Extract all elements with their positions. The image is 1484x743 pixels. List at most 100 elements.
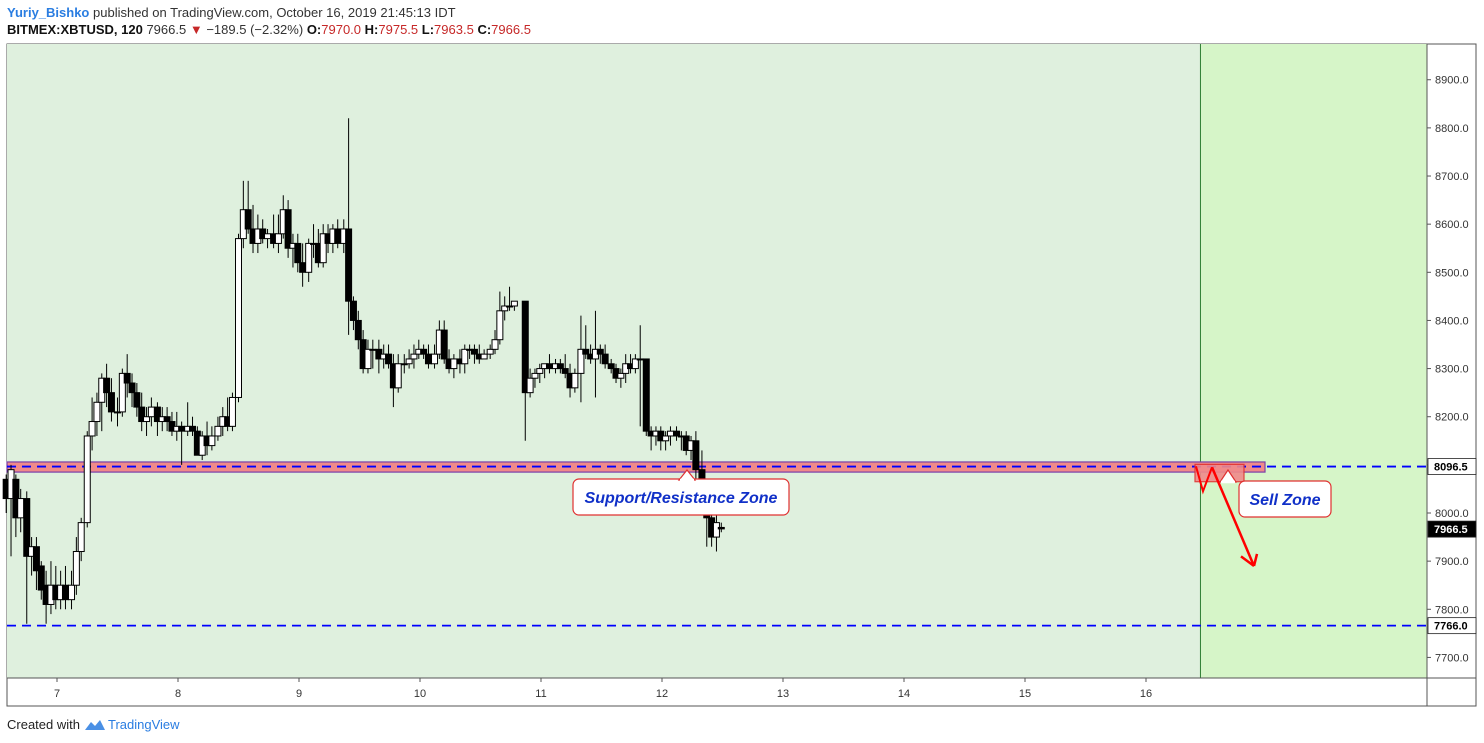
sell-zone-callout: Sell Zone xyxy=(1218,468,1332,518)
candle xyxy=(601,344,609,369)
y-tick-label: 8700.0 xyxy=(1435,171,1469,183)
current-price-label: 7966.5 xyxy=(1434,524,1468,536)
candle-body xyxy=(673,430,681,437)
candle-body xyxy=(189,425,197,432)
high-label: H: xyxy=(364,22,379,37)
y-tick-label: 8900.0 xyxy=(1435,75,1469,87)
candle-body xyxy=(235,238,242,398)
candle-body xyxy=(424,353,432,365)
candle xyxy=(440,320,448,364)
candle-body xyxy=(72,551,80,586)
candle xyxy=(561,354,569,379)
candle-body xyxy=(138,406,146,423)
candle-body xyxy=(128,382,136,394)
close-label: C: xyxy=(477,22,492,37)
x-tick-label: 13 xyxy=(777,688,789,700)
candle xyxy=(521,300,529,441)
sell-arrow-head xyxy=(1240,553,1259,567)
low-label: L: xyxy=(421,22,435,37)
candle-body xyxy=(23,498,31,557)
candle-body xyxy=(692,440,700,471)
candle-body xyxy=(319,233,327,264)
candle-body xyxy=(228,396,236,427)
candle-body xyxy=(107,392,115,413)
candle xyxy=(617,368,625,388)
candle-body xyxy=(93,401,101,423)
candle xyxy=(556,358,564,374)
candle-body xyxy=(32,546,40,572)
candle xyxy=(123,354,131,398)
candle-body xyxy=(545,363,553,370)
candle-body xyxy=(431,353,439,365)
candle-body xyxy=(531,372,539,379)
symbol-label: BITMEX:XBTUSD, 120 xyxy=(7,22,143,37)
candle-body xyxy=(642,358,650,432)
candle xyxy=(526,368,534,398)
candle-body xyxy=(354,319,362,341)
y-tick-label: 7900.0 xyxy=(1435,556,1469,568)
candle xyxy=(491,330,499,355)
candle xyxy=(32,537,40,591)
candle xyxy=(153,402,161,436)
candle xyxy=(77,517,85,562)
candle xyxy=(531,368,539,388)
candle-body xyxy=(480,353,488,360)
open-label: O: xyxy=(306,22,322,37)
candle xyxy=(345,118,353,335)
candle-body xyxy=(450,358,458,370)
candle-body xyxy=(496,310,504,341)
candle xyxy=(717,522,725,533)
candle-body xyxy=(178,425,186,432)
candle xyxy=(143,407,151,436)
sell-zone-callout-box xyxy=(1238,480,1332,518)
candle-body xyxy=(147,406,155,418)
candle-body xyxy=(305,242,313,273)
candle xyxy=(23,491,31,624)
candle-body xyxy=(349,300,357,321)
candle-body xyxy=(61,584,69,601)
resistance-price-label: 8096.5 xyxy=(1434,462,1468,474)
y-tick-label: 8000.0 xyxy=(1435,508,1469,520)
candle-body xyxy=(440,329,448,360)
candle xyxy=(83,431,91,528)
candle xyxy=(284,200,292,258)
candle-body xyxy=(491,339,499,350)
candle-body xyxy=(37,565,45,591)
candle xyxy=(294,233,302,273)
candle-body xyxy=(510,300,518,307)
candle-body xyxy=(601,353,609,365)
candle-body xyxy=(536,368,544,374)
candle-body xyxy=(410,353,418,360)
y-tick-label: 7800.0 xyxy=(1435,604,1469,616)
tradingview-brand[interactable]: TradingView xyxy=(84,717,180,732)
x-tick-label: 10 xyxy=(414,688,426,700)
close-value: 7966.5 xyxy=(491,22,531,37)
sell-arrow-zigzag xyxy=(1195,466,1213,495)
candle-body xyxy=(470,348,478,355)
candle xyxy=(405,349,413,369)
candle xyxy=(486,344,494,359)
candle xyxy=(163,407,171,432)
candle-body xyxy=(556,363,564,370)
author-name[interactable]: Yuriy_Bishko xyxy=(7,5,90,20)
sell-zone-callout-label: Sell Zone xyxy=(1249,492,1320,509)
candle xyxy=(410,344,418,369)
support-price-box xyxy=(1427,617,1477,635)
candle xyxy=(128,373,136,408)
candle xyxy=(208,426,216,451)
resistance-price-box xyxy=(1427,458,1477,475)
sell-arrow-line xyxy=(1210,466,1256,567)
candle-body xyxy=(244,209,252,230)
candle xyxy=(354,310,362,350)
open-value: 7970.0 xyxy=(321,22,362,37)
candle xyxy=(305,238,313,282)
candle-body xyxy=(17,498,25,519)
candle xyxy=(189,416,197,436)
x-tick-label: 15 xyxy=(1019,688,1031,700)
candle-body xyxy=(636,358,644,361)
candle-body xyxy=(486,348,494,355)
candle-body xyxy=(712,522,720,538)
y-tick-label: 8200.0 xyxy=(1435,412,1469,424)
x-tick-label: 14 xyxy=(898,688,910,700)
